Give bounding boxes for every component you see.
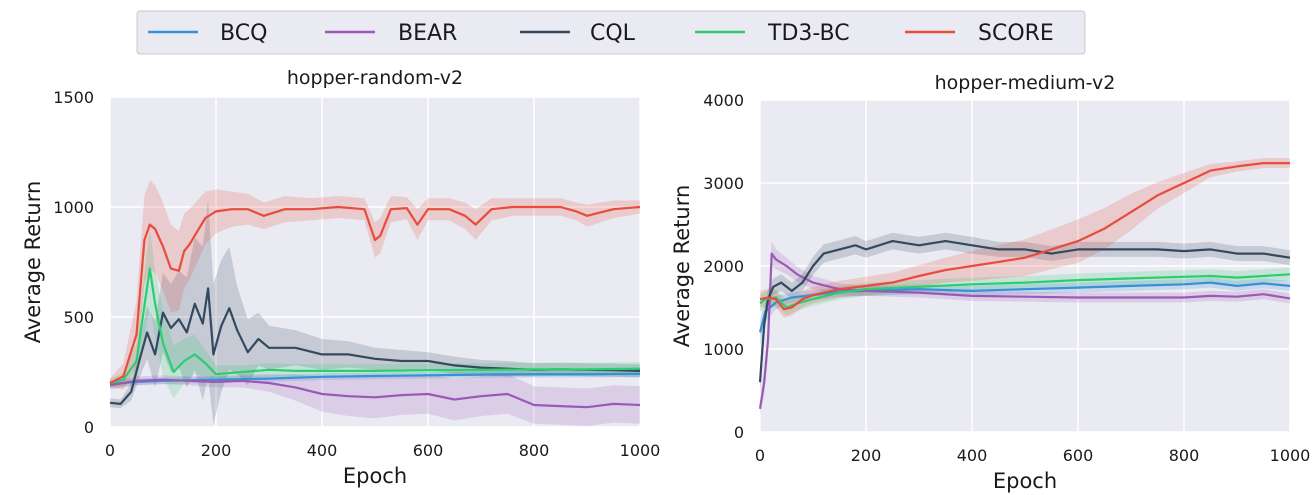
x-axis-label: Epoch — [343, 464, 407, 488]
y-tick-label: 3000 — [703, 174, 744, 193]
x-tick-label: 400 — [307, 441, 338, 460]
legend: BCQ BEAR CQL TD3-BC SCORE — [136, 10, 1086, 55]
series-lines — [758, 162, 1291, 409]
y-tick-label: 0 — [734, 423, 744, 442]
x-tick-label: 600 — [413, 441, 444, 460]
x-tick-label: 1000 — [1270, 446, 1311, 465]
band-score — [760, 158, 1290, 318]
legend-label-bcq: BCQ — [220, 21, 267, 46]
line-td3bc — [759, 273, 1291, 309]
y-tick-label: 1000 — [703, 340, 744, 359]
y-tick-label: 1000 — [53, 198, 94, 217]
x-tick-label: 400 — [957, 446, 988, 465]
band-bcq — [760, 277, 1290, 345]
band-cql — [760, 232, 1290, 395]
x-tick-label: 200 — [851, 446, 882, 465]
x-tick-label: 1000 — [620, 441, 661, 460]
series-lines — [109, 205, 641, 409]
chart-title: hopper-random-v2 — [287, 67, 463, 89]
band-score — [110, 180, 640, 390]
x-tick-label: 800 — [1169, 446, 1200, 465]
chart-title: hopper-medium-v2 — [935, 72, 1116, 94]
legend-label-bear: BEAR — [398, 21, 457, 46]
line-bcq — [758, 281, 1291, 333]
band-td3bc — [760, 267, 1290, 316]
line-bear — [758, 252, 1291, 409]
y-axis-label: Average Return — [670, 185, 694, 348]
x-tick-label: 0 — [755, 446, 765, 465]
line-cql — [109, 287, 641, 405]
band-bear — [110, 374, 640, 426]
y-tick-label: 1500 — [53, 88, 94, 107]
chart-hopper-random: hopper-random-v2 0 200 400 600 800 1000 … — [21, 67, 660, 488]
legend-label-cql: CQL — [590, 21, 636, 46]
line-cql — [758, 240, 1291, 383]
line-td3bc — [109, 267, 641, 385]
grid — [759, 99, 1291, 433]
x-tick-label: 800 — [519, 441, 550, 460]
line-bear — [109, 378, 641, 409]
x-tick-label: 0 — [105, 441, 115, 460]
x-tick-label: 200 — [201, 441, 232, 460]
y-tick-label: 2000 — [703, 257, 744, 276]
band-td3bc — [110, 229, 640, 399]
line-score — [759, 162, 1290, 311]
x-axis-label: Epoch — [993, 469, 1057, 493]
y-axis-label: Average Return — [21, 181, 45, 344]
legend-frame — [136, 10, 1086, 55]
y-tick-label: 500 — [63, 308, 94, 327]
chart-hopper-medium: hopper-medium-v2 0 200 400 600 800 1000 … — [670, 72, 1310, 493]
confidence-bands — [760, 158, 1290, 416]
y-tick-label: 0 — [84, 418, 94, 437]
legend-label-score: SCORE — [978, 21, 1054, 46]
line-score — [109, 205, 641, 384]
y-tick-label: 4000 — [703, 91, 744, 110]
legend-label-td3bc: TD3-BC — [767, 21, 850, 46]
x-tick-label: 600 — [1063, 446, 1094, 465]
